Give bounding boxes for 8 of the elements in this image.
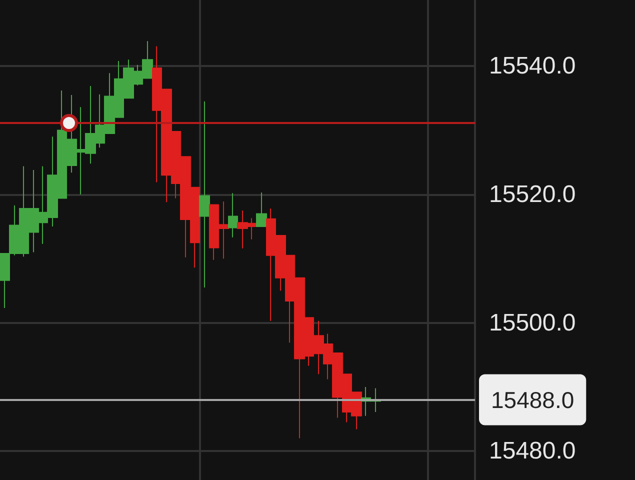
ref-line-label: 15488.0 — [491, 386, 574, 413]
y-tick-label: 15520.0 — [489, 180, 576, 208]
candlestick — [199, 100, 210, 288]
y-tick-label: 15480.0 — [489, 438, 576, 465]
candlestick — [228, 192, 238, 238]
candlestick — [256, 192, 267, 228]
y-tick-label: 15540.0 — [489, 52, 576, 80]
y-tick-label: 15500.0 — [489, 309, 576, 336]
